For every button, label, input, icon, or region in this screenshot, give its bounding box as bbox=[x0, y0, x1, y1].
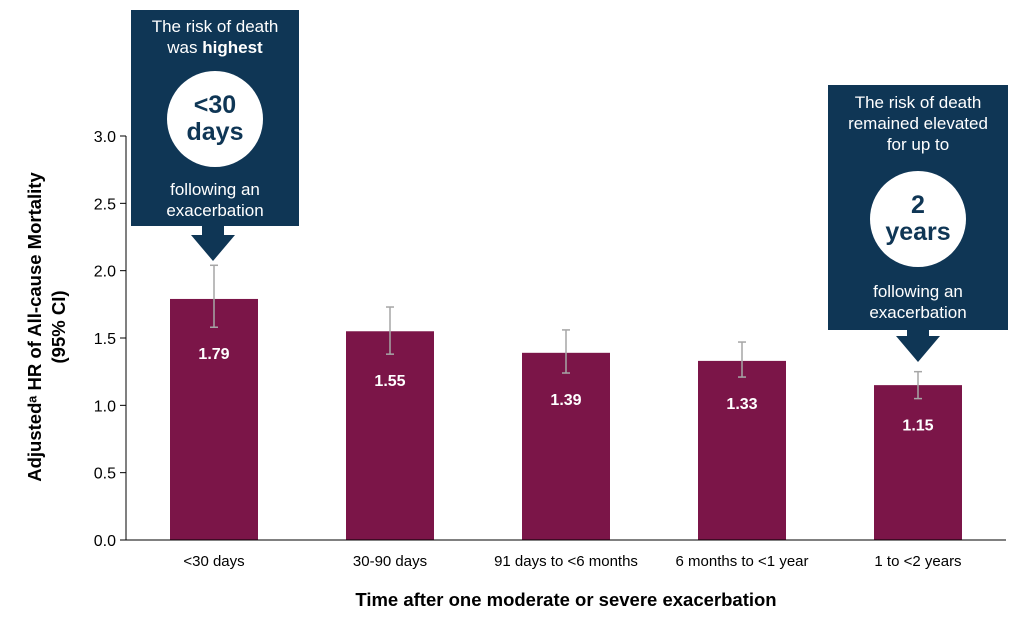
callout-left-arrow bbox=[191, 235, 235, 261]
callout-right-line3: for up to bbox=[886, 135, 950, 154]
callout-left-arrow-stem bbox=[202, 224, 224, 236]
callout-left-after1: following an bbox=[170, 180, 260, 199]
x-category-label: 30-90 days bbox=[353, 553, 427, 570]
callout-right-circle: 2 years bbox=[870, 171, 966, 267]
y-tick-label: 1.5 bbox=[94, 331, 116, 348]
y-tick-label: 0.0 bbox=[94, 533, 116, 550]
y-tick-label: 2.0 bbox=[94, 264, 116, 281]
callout-right-arrow bbox=[896, 336, 940, 362]
callout-left-circle: <30 days bbox=[167, 71, 263, 167]
x-category-label: 6 months to <1 year bbox=[676, 553, 809, 570]
callout-right-after2: exacerbation bbox=[869, 303, 967, 322]
bar bbox=[874, 385, 962, 540]
data-label: 1.33 bbox=[726, 396, 757, 413]
y-tick-label: 1.0 bbox=[94, 398, 116, 415]
callout-left-circle-line1: <30 bbox=[193, 91, 237, 119]
callout-left-circle-line2: days bbox=[186, 118, 244, 146]
y-axis-title: Adjustedᵃ HR of All-cause Mortality (95%… bbox=[24, 172, 69, 482]
callout-right-line2: remained elevated bbox=[848, 114, 988, 133]
bar bbox=[170, 298, 258, 540]
x-axis-title: Time after one moderate or severe exacer… bbox=[355, 589, 776, 610]
y-tick-label: 3.0 bbox=[94, 129, 116, 146]
y-axis-title-line1: Adjustedᵃ HR of All-cause Mortality bbox=[24, 172, 45, 482]
x-category-label: <30 days bbox=[183, 553, 244, 570]
data-label: 1.15 bbox=[902, 418, 933, 435]
data-label: 1.79 bbox=[198, 346, 229, 363]
callout-left: The risk of death was highest <30 days f… bbox=[131, 10, 299, 226]
callout-left-line1: The risk of death bbox=[151, 17, 279, 36]
data-labels-group: 1.79 1.55 1.39 1.33 1.15 bbox=[198, 346, 933, 434]
y-tick-label: 0.5 bbox=[94, 466, 116, 483]
callout-left-after2: exacerbation bbox=[166, 201, 264, 220]
callout-right-after1: following an bbox=[873, 282, 963, 301]
y-axis-title-line2: (95% CI) bbox=[48, 291, 69, 364]
callout-right: The risk of death remained elevated for … bbox=[828, 85, 1008, 330]
x-category-label: 1 to <2 years bbox=[874, 553, 961, 570]
callout-right-circle-line2: years bbox=[885, 218, 951, 246]
y-tick-label: 2.5 bbox=[94, 196, 116, 213]
callout-right-arrow-stem bbox=[907, 328, 929, 337]
callout-right-circle-line1: 2 bbox=[911, 191, 925, 219]
bars-group bbox=[170, 298, 962, 540]
error-bars-group bbox=[210, 264, 922, 400]
bar bbox=[522, 352, 610, 540]
data-label: 1.55 bbox=[374, 373, 405, 390]
bar bbox=[698, 360, 786, 540]
data-label: 1.39 bbox=[550, 392, 581, 409]
callout-left-line2: was highest bbox=[167, 38, 263, 57]
callout-right-line1: The risk of death bbox=[854, 93, 982, 112]
x-category-label: 91 days to <6 months bbox=[494, 553, 638, 570]
x-category-labels: <30 days 30-90 days 91 days to <6 months 6 … bbox=[183, 553, 961, 570]
y-ticks-group: 0.0 0.5 1.0 1.5 2.0 2.5 3.0 bbox=[94, 129, 126, 550]
bar bbox=[346, 331, 434, 540]
